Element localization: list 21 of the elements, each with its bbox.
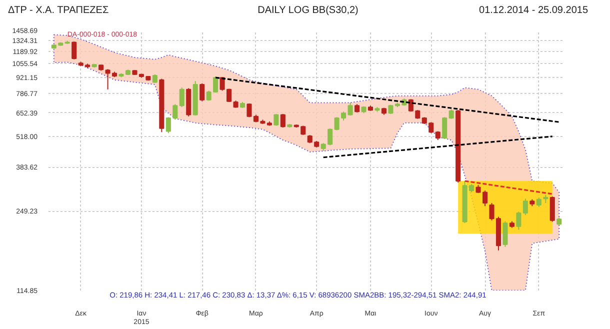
candlestick [334, 116, 340, 131]
text: 01.12.2014 - 25.09.2015 [479, 4, 588, 18]
chart-subtitle: DAILY LOG BB(S30,2) [258, 4, 358, 18]
candlestick [550, 196, 555, 222]
candlestick [448, 108, 454, 120]
candlestick [428, 122, 434, 134]
candlestick [200, 82, 205, 102]
candlestick [172, 104, 178, 120]
candlestick [536, 197, 542, 208]
candlestick [489, 202, 494, 221]
candlestick [72, 41, 77, 60]
candlestick [516, 211, 522, 230]
candlestick [213, 76, 218, 94]
chart-title: ΔΤΡ - Χ.Α. ΤΡΑΠΕΖΕΣ [8, 4, 109, 18]
candlestick [179, 87, 184, 108]
candlestick [280, 113, 286, 128]
candlestick [348, 102, 353, 116]
candlestick [442, 116, 448, 140]
candlestick [522, 198, 528, 216]
candlestick [502, 220, 508, 248]
candlestick [166, 116, 171, 134]
